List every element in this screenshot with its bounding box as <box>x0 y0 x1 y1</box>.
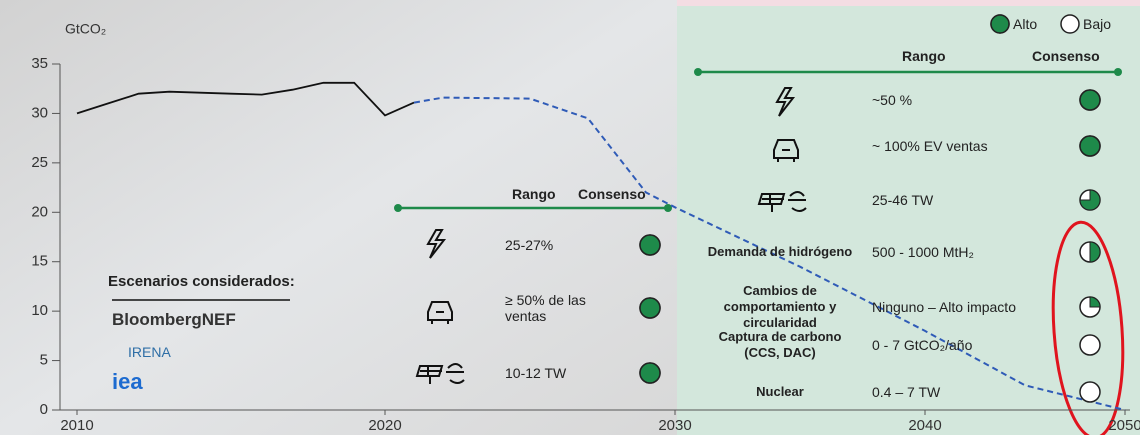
header: Consenso <box>1032 48 1100 64</box>
background <box>0 0 677 435</box>
panel-2050 <box>677 6 1140 435</box>
y-tick-label: 35 <box>31 55 48 72</box>
row-label: Captura de carbono (CCS, DAC) <box>718 329 842 360</box>
legend-label: Alto <box>1013 16 1038 32</box>
consensus-indicator <box>639 234 661 256</box>
solar-wind-icon <box>415 363 465 384</box>
rule-dot <box>694 68 702 76</box>
range: ~50 % <box>872 92 913 108</box>
consensus-indicator <box>1079 334 1101 356</box>
y-tick-label: 5 <box>40 352 48 369</box>
icons <box>415 87 807 384</box>
source: BloombergNEF <box>112 310 236 329</box>
header: Rango <box>902 48 946 64</box>
consensus-indicator <box>1079 381 1101 403</box>
highlight-ellipse <box>1051 220 1125 435</box>
indicator-fill <box>1079 135 1101 157</box>
indicator-bg <box>1079 381 1101 403</box>
range: ≥ 50% de las ventas <box>505 292 586 324</box>
consensus-indicator <box>1079 89 1101 111</box>
range: 25-27% <box>505 237 554 253</box>
range: 10-12 TW <box>505 365 567 381</box>
indicator-fill <box>639 297 661 319</box>
x-tick-label: 2040 <box>908 417 941 434</box>
rule-dot <box>664 204 672 212</box>
source: IRENA <box>128 344 171 360</box>
line-series <box>413 96 1126 411</box>
consensus-indicator <box>1079 135 1101 157</box>
header: Rango <box>512 186 556 202</box>
y-tick-label: 25 <box>31 154 48 171</box>
consensus-indicator <box>1079 189 1101 211</box>
indicator-fill <box>1079 89 1101 111</box>
x-tick-label: 2050 <box>1108 417 1140 434</box>
lightning-icon <box>426 229 447 259</box>
panel-border <box>677 0 1140 6</box>
consensus-indicator <box>1060 14 1080 34</box>
indicator-bg <box>1079 334 1101 356</box>
indicator-fill <box>639 234 661 256</box>
rule-dot <box>1114 68 1122 76</box>
car-icon <box>773 139 799 162</box>
row-label: Cambios de comportamiento y circularidad <box>723 283 837 330</box>
indicator-bg <box>1060 14 1080 34</box>
y-tick-label: 0 <box>40 401 48 418</box>
line-series <box>76 81 415 117</box>
row-label: Demanda de hidrógeno <box>707 244 853 259</box>
indicator-fill <box>1089 241 1101 263</box>
indicator-fill <box>639 362 661 384</box>
indicator-fill <box>990 14 1010 34</box>
car-icon <box>427 301 453 324</box>
range: 0.4 – 7 TW <box>872 384 941 400</box>
row-label: Nuclear <box>756 384 804 399</box>
range: ~ 100% EV ventas <box>872 138 988 154</box>
x-tick-label: 2030 <box>658 417 691 434</box>
range: Ninguno – Alto impacto <box>872 299 1016 315</box>
consensus-indicator <box>1079 241 1101 263</box>
y-tick-label: 15 <box>31 253 48 270</box>
x-tick-label: 2010 <box>60 417 93 434</box>
y-tick-label: 10 <box>31 302 48 319</box>
legend-label: Bajo <box>1083 16 1112 32</box>
rule-dot <box>394 204 402 212</box>
consensus-indicator <box>639 297 661 319</box>
solar-wind-icon <box>757 191 807 212</box>
y-tick-label: 20 <box>31 203 48 220</box>
lightning-icon <box>775 87 796 117</box>
consensus-indicator <box>639 362 661 384</box>
range: 25-46 TW <box>872 192 934 208</box>
source: iea <box>112 369 143 394</box>
consensus-indicator <box>1079 296 1101 318</box>
header: Consenso <box>578 186 646 202</box>
indicator-fill <box>1079 189 1101 211</box>
indicator-fill <box>1089 296 1101 308</box>
range: 500 - 1000 MtH₂ <box>872 244 974 260</box>
y-tick-label: 30 <box>31 104 48 121</box>
y-axis-label: GtCO₂ <box>65 21 106 37</box>
x-tick-label: 2020 <box>368 417 401 434</box>
scenarios-title: Escenarios considerados: <box>108 273 295 290</box>
range: 0 - 7 GtCO₂/año <box>872 337 973 353</box>
consensus-indicator <box>990 14 1010 34</box>
